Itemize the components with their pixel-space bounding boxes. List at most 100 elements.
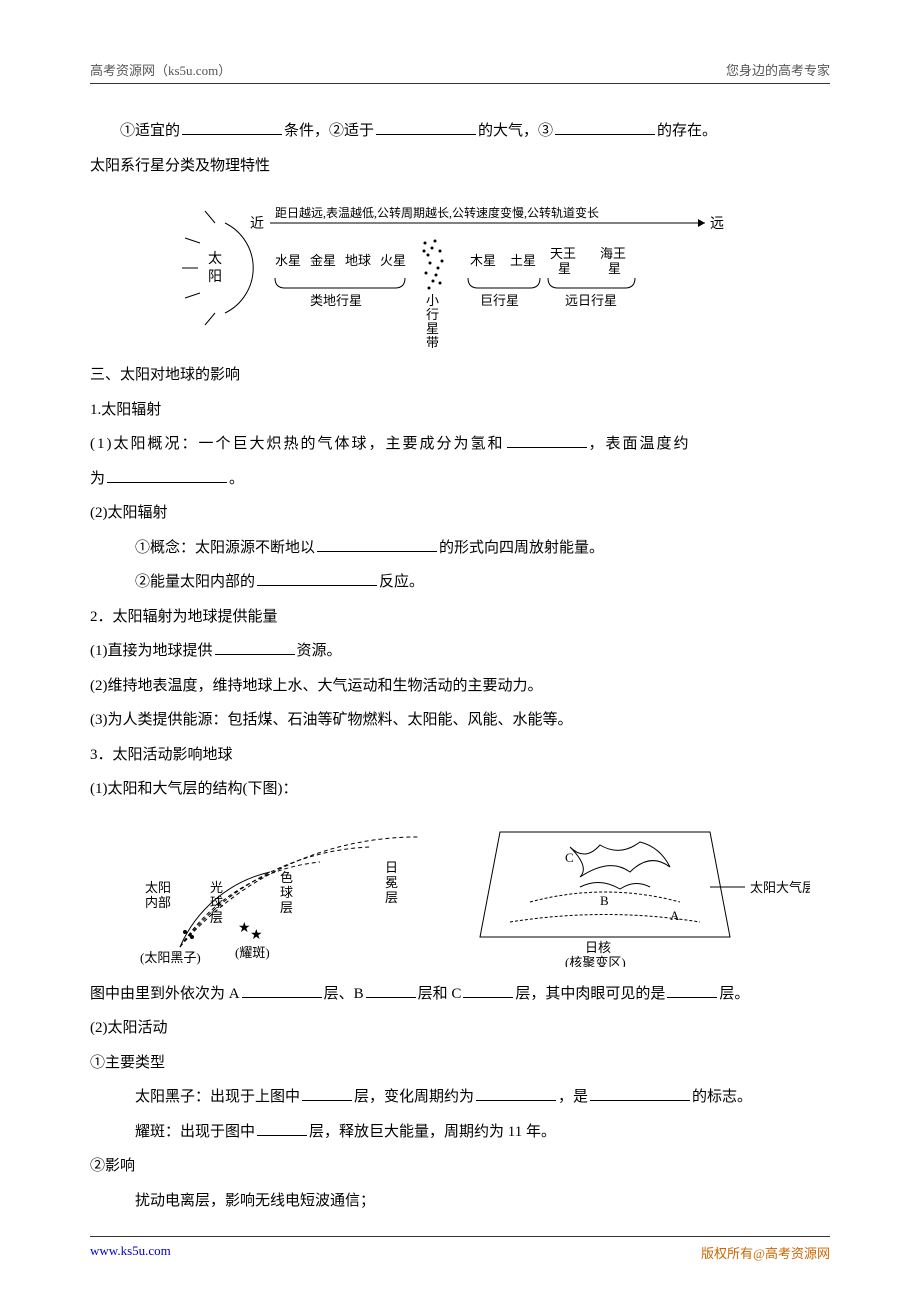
blank [555,120,655,135]
letter-c: C [565,850,574,865]
text: 反应。 [379,574,424,590]
top-text: 距日越远,表温越低,公转周期越长,公转速度变慢,公转轨道变长 [275,205,599,220]
left-sublabel: (耀斑) [235,945,270,960]
s3-3-2-2a: 扰动电离层，影响无线电短波通信； [90,1184,830,1219]
left-label: 日 [385,860,398,875]
text: ，是 [558,1089,588,1105]
planet: 水星 [275,253,301,268]
blank [302,1086,352,1101]
text: 的大气，③ [478,123,553,139]
text: 图中由里到外依次为 A [90,986,240,1002]
s3-1: 1.太阳辐射 [90,393,830,428]
left-label: 冕 [385,875,398,890]
group-label: 小 [426,293,439,308]
planet: 星 [608,261,621,276]
s3-2: 2．太阳辐射为地球提供能量 [90,600,830,635]
s3-3-2-1a: 太阳黑子：出现于上图中 层，变化周期约为 ，是 的标志。 [90,1080,830,1115]
s3-3-2-1b: 耀斑：出现于图中层，释放巨大能量，周期约为 11 年。 [90,1115,830,1150]
text: 层，变化周期约为 [354,1089,474,1105]
text: (1)直接为地球提供 [90,643,213,659]
planet: 土星 [510,253,536,268]
s3-1-2-1: ①概念：太阳源源不断地以的形式向四周放射能量。 [90,531,830,566]
group-label: 行 [426,307,439,322]
s3-1-2-2: ②能量太阳内部的 反应。 [90,565,830,600]
left-sublabel: (太阳黑子) [140,950,201,965]
text: 层和 C [418,986,462,1002]
text: 条件，②适于 [284,123,374,139]
star-icon: ★ [250,928,263,943]
group-label: 巨行星 [480,293,519,308]
text: 资源。 [297,643,342,659]
text: 的存在。 [657,123,717,139]
planet: 星 [558,261,571,276]
left-label: 层 [210,910,223,925]
right-label: (核聚变区) [565,955,626,967]
left-label: 层 [385,890,398,905]
blank [376,120,476,135]
footer-right: 版权所有@高考资源网 [701,1243,830,1262]
text: 的标志。 [692,1089,752,1105]
subtitle-planets: 太阳系行星分类及物理特性 [90,149,830,184]
left-label: 层 [280,900,293,915]
left-label: 球 [280,885,293,900]
text: 层、B [324,986,364,1002]
far-label: 远 [710,216,724,232]
planet: 天王 [550,246,576,261]
blank [667,983,717,998]
planet: 海王 [600,246,626,261]
text: (1)太阳概况：一个巨大炽热的气体球，主要成分为氢和 [90,436,505,452]
page-footer: www.ks5u.com 版权所有@高考资源网 [90,1236,830,1262]
planet: 金星 [310,253,336,268]
s3-2-1: (1)直接为地球提供 资源。 [90,634,830,669]
blank [257,571,377,586]
blank [182,120,282,135]
right-label: 日核 [585,940,611,955]
s3-3-2: (2)太阳活动 [90,1011,830,1046]
blank [317,537,437,552]
letter-b: B [600,893,609,908]
left-label: 光 [210,880,223,895]
s3-1-2: (2)太阳辐射 [90,496,830,531]
text: 层，其中肉眼可见的是 [515,986,665,1002]
section-3-title: 三、太阳对地球的影响 [90,358,830,393]
left-label: 内部 [145,895,171,910]
text: ，表面温度约 [589,436,691,452]
s3-3: 3．太阳活动影响地球 [90,738,830,773]
blank [215,640,295,655]
text: 的形式向四周放射能量。 [439,540,604,556]
planet: 火星 [380,253,406,268]
blank [242,983,322,998]
s3-1-1: (1)太阳概况：一个巨大炽热的气体球，主要成分为氢和 ，表面温度约 [90,427,830,462]
blank [366,983,416,998]
s3-3-2-2: ②影响 [90,1149,830,1184]
star-icon: ★ [238,921,251,936]
header-right: 您身边的高考专家 [726,60,830,79]
near-label: 近 [250,216,264,232]
text: ①适宜的 [120,123,180,139]
s3-1-1-cont: 为。 [90,462,830,497]
text: 耀斑：出现于图中 [135,1124,255,1140]
group-label: 类地行星 [310,293,362,308]
blank [507,433,587,448]
right-label: 太阳大气层 [750,880,810,895]
blank [257,1121,307,1136]
left-label: 太阳 [145,880,171,895]
group-label: 星 [426,321,439,336]
main-content: ①适宜的 条件，②适于 的大气，③ 的存在。 太阳系行星分类及物理特性 太 阳 近 距… [90,114,830,1218]
blank [476,1086,556,1101]
group-label: 带 [426,335,439,348]
planet-diagram: 太 阳 近 距日越远,表温越低,公转周期越长,公转速度变慢,公转轨道变长 远 水… [180,193,740,348]
s3-2-2: (2)维持地表温度，维持地球上水、大气运动和生物活动的主要动力。 [90,669,830,704]
s3-3-1: (1)太阳和大气层的结构(下图)： [90,772,830,807]
footer-left: www.ks5u.com [90,1243,171,1262]
planet: 木星 [470,253,496,268]
text: 层。 [719,986,749,1002]
group-label: 远日行星 [565,293,617,308]
blank [463,983,513,998]
s3-3-2-1: ①主要类型 [90,1046,830,1081]
letter-a: A [670,908,680,923]
text: ②能量太阳内部的 [135,574,255,590]
text: 太阳黑子：出现于上图中 [135,1089,300,1105]
s3-2-3: (3)为人类提供能源：包括煤、石油等矿物燃料、太阳能、风能、水能等。 [90,703,830,738]
sun-label: 阳 [208,269,222,285]
